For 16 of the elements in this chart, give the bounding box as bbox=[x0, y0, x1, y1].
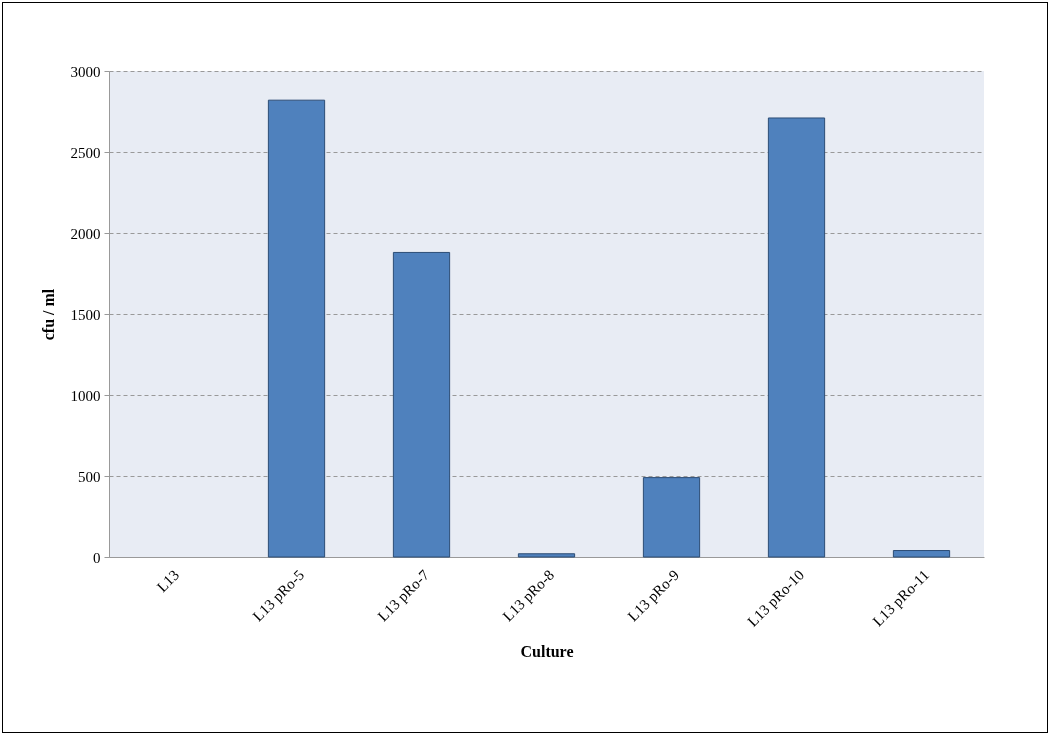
y-axis-title: cfu / ml bbox=[39, 288, 57, 341]
bar bbox=[642, 477, 701, 558]
y-tick-label: 1000 bbox=[70, 387, 101, 404]
y-tick-label: 2500 bbox=[70, 144, 101, 161]
y-tick-label: 1500 bbox=[70, 306, 101, 323]
y-tick-label: 2000 bbox=[70, 225, 101, 242]
bar bbox=[267, 99, 326, 558]
y-tick-label: 500 bbox=[78, 468, 101, 485]
bar bbox=[392, 251, 451, 558]
x-axis-title: Culture bbox=[520, 642, 574, 660]
bar bbox=[892, 550, 951, 558]
x-tick-label: L13 bbox=[153, 566, 183, 596]
bar bbox=[517, 553, 576, 558]
y-tick-label: 3000 bbox=[70, 63, 101, 80]
bar bbox=[767, 117, 826, 558]
y-tick-label: 0 bbox=[93, 549, 101, 566]
